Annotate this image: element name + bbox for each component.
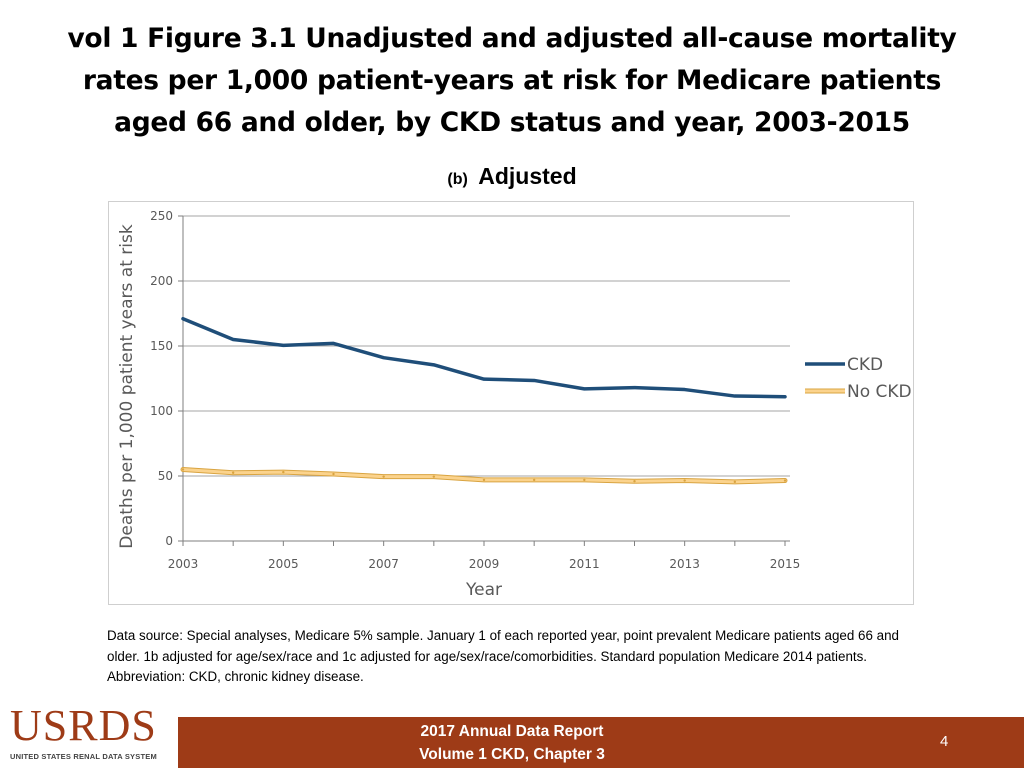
footer-report-info: 2017 Annual Data Report Volume 1 CKD, Ch… (0, 720, 1024, 766)
y-tick-label-150: 150 (150, 339, 173, 353)
page-number: 4 (940, 733, 949, 750)
point-no-ckd-2006 (332, 472, 335, 476)
y-tick-label-0: 0 (165, 534, 173, 548)
x-tick-label-2005: 2005 (268, 557, 299, 571)
point-ckd-2011 (583, 387, 586, 391)
footer-line-2: Volume 1 CKD, Chapter 3 (419, 746, 605, 763)
point-no-ckd-2005 (282, 470, 285, 474)
x-axis-label: Year (465, 580, 502, 600)
point-ckd-2009 (482, 377, 486, 381)
point-ckd-2015 (783, 395, 787, 398)
legend-no-ckd-label: No CKD (847, 382, 912, 402)
point-no-ckd-2008 (432, 475, 436, 478)
logo-subtitle: UNITED STATES RENAL DATA SYSTEM (10, 752, 157, 761)
panel-heading: (b) Adjusted (0, 163, 1024, 190)
point-no-ckd-2007 (382, 475, 385, 478)
point-no-ckd-2012 (633, 480, 636, 483)
logo-wordmark: USRDS (10, 701, 157, 750)
point-no-ckd-2003 (181, 468, 185, 471)
slide-title: vol 1 Figure 3.1 Unadjusted and adjusted… (40, 18, 984, 144)
point-no-ckd-2010 (532, 478, 536, 482)
point-ckd-2006 (332, 342, 335, 345)
data-source-note: Data source: Special analyses, Medicare … (107, 628, 900, 684)
legend-ckd-label: CKD (847, 355, 883, 375)
y-tick-label-50: 50 (158, 469, 173, 483)
chart-frame: 0 50 100 150 200 250 2003 2005 2007 2009 2011 2013 2… (108, 201, 914, 605)
point-no-ckd-2009 (482, 478, 486, 482)
usrds-logo: USRDS UNITED STATES RENAL DATA SYSTEM (0, 701, 178, 768)
x-tick-label-2011: 2011 (569, 557, 600, 571)
point-ckd-2012 (633, 386, 636, 389)
point-ckd-2008 (432, 363, 436, 367)
point-no-ckd-2004 (231, 471, 235, 474)
y-axis-label: Deaths per 1,000 patient years at risk (117, 224, 137, 549)
panel-name: Adjusted (478, 163, 577, 189)
x-tick-label-2013: 2013 (669, 557, 700, 571)
y-tick-label-200: 200 (150, 274, 173, 288)
line-chart: 0 50 100 150 200 250 2003 2005 2007 2009 2011 2013 2… (117, 209, 912, 600)
point-no-ckd-2011 (583, 478, 586, 482)
point-ckd-2013 (683, 388, 686, 391)
x-tick-label-2007: 2007 (368, 557, 399, 571)
point-ckd-2014 (733, 394, 737, 398)
x-tick-label-2003: 2003 (168, 557, 199, 571)
series-ckd-line (181, 316, 787, 399)
title-line-1: vol 1 Figure 3.1 Unadjusted and adjusted… (67, 23, 957, 54)
title-line-3: aged 66 and older, by CKD status and yea… (114, 107, 910, 138)
footer-bar: USRDS UNITED STATES RENAL DATA SYSTEM 20… (0, 701, 1024, 768)
point-no-ckd-2013 (683, 479, 686, 482)
point-no-ckd-2014 (733, 480, 737, 484)
point-ckd-2004 (231, 338, 235, 341)
x-tick-label-2009: 2009 (469, 557, 500, 571)
point-ckd-2005 (282, 344, 285, 347)
y-tick-label-100: 100 (150, 404, 173, 418)
point-no-ckd-2015 (783, 479, 787, 482)
point-ckd-2007 (382, 356, 385, 359)
footer-line-1: 2017 Annual Data Report (420, 723, 604, 740)
y-tick-label-250: 250 (150, 209, 173, 223)
point-ckd-2003 (181, 317, 185, 320)
point-ckd-2010 (532, 379, 536, 382)
panel-tag: (b) (447, 171, 468, 188)
title-line-2: rates per 1,000 patient-years at risk fo… (82, 65, 942, 96)
x-tick-label-2015: 2015 (770, 557, 801, 571)
